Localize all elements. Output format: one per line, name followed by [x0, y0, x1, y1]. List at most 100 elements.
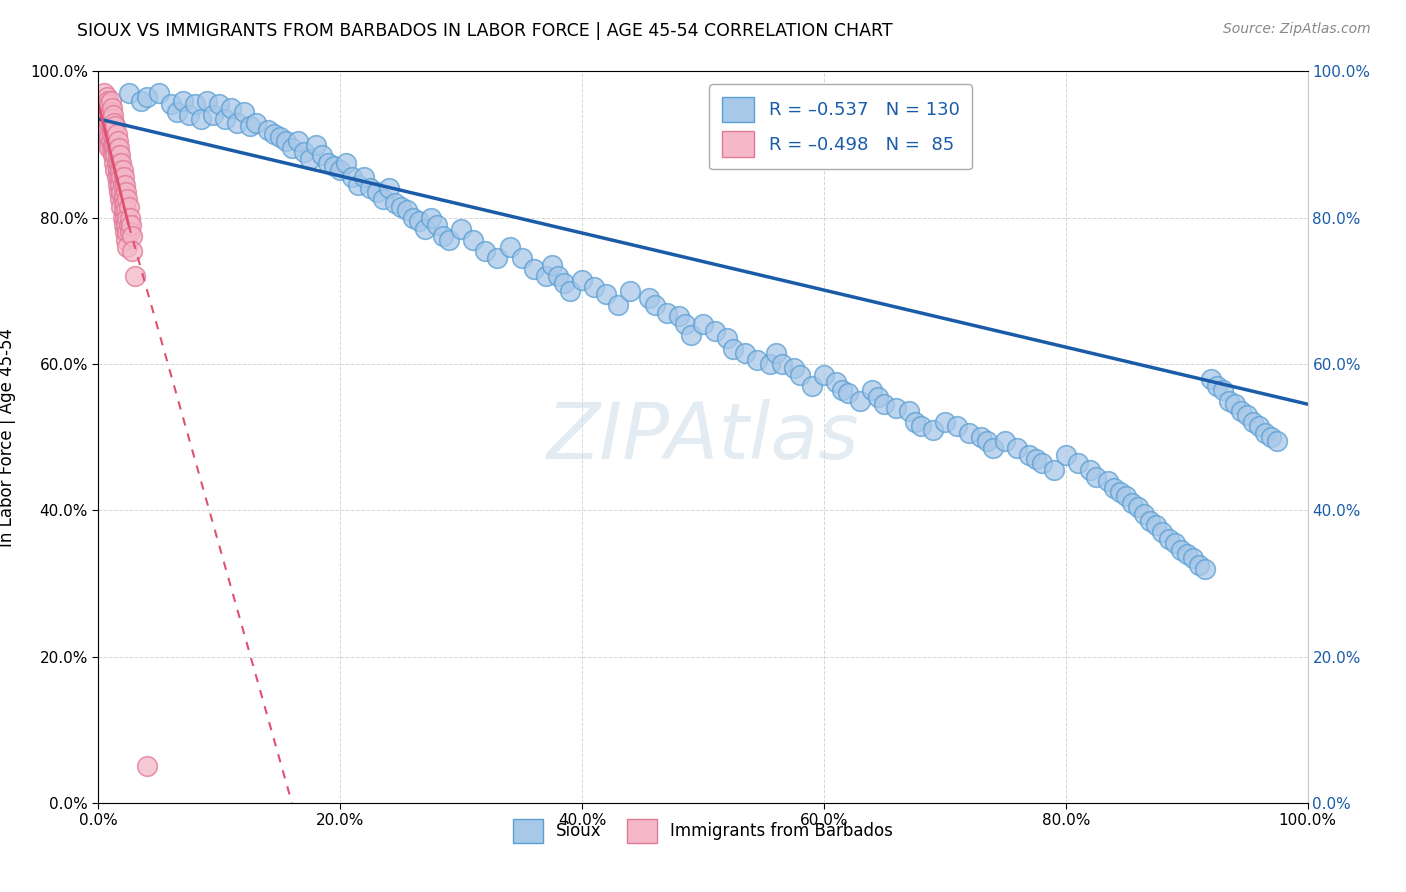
Point: [208, 97, 231, 112]
Point: [117, 211, 139, 225]
Point: [97, 94, 120, 108]
Point: [1133, 507, 1156, 521]
Point: [100, 141, 122, 155]
Point: [1206, 379, 1229, 393]
Point: [1199, 371, 1222, 385]
Point: [432, 228, 454, 243]
Point: [239, 119, 262, 133]
Point: [108, 163, 131, 178]
Point: [825, 376, 848, 390]
Point: [1267, 434, 1289, 448]
Point: [111, 211, 134, 225]
Point: [353, 170, 375, 185]
Point: [1102, 481, 1125, 495]
Point: [172, 94, 194, 108]
Point: [120, 218, 142, 232]
Point: [619, 284, 641, 298]
Point: [112, 218, 135, 232]
Point: [831, 383, 853, 397]
Point: [450, 221, 472, 235]
Point: [112, 203, 135, 218]
Point: [704, 324, 727, 338]
Point: [583, 280, 606, 294]
Point: [540, 258, 562, 272]
Point: [1146, 517, 1168, 532]
Point: [371, 193, 394, 207]
Point: [981, 441, 1004, 455]
Point: [765, 346, 787, 360]
Point: [269, 130, 291, 145]
Point: [1163, 536, 1185, 550]
Point: [886, 401, 908, 415]
Point: [105, 156, 128, 170]
Point: [595, 287, 617, 301]
Point: [98, 97, 121, 112]
Point: [1175, 547, 1198, 561]
Point: [360, 181, 382, 195]
Point: [110, 200, 132, 214]
Point: [105, 141, 128, 155]
Point: [93, 87, 115, 101]
Point: [108, 185, 131, 199]
Point: [118, 225, 141, 239]
Point: [1078, 463, 1101, 477]
Point: [107, 163, 129, 178]
Point: [108, 156, 131, 170]
Point: [316, 156, 339, 170]
Point: [114, 178, 136, 192]
Point: [100, 94, 122, 108]
Point: [104, 119, 127, 133]
Point: [1230, 404, 1253, 418]
Point: [166, 104, 188, 119]
Point: [97, 127, 120, 141]
Point: [104, 148, 127, 162]
Point: [921, 423, 943, 437]
Point: [402, 211, 425, 225]
Point: [1054, 448, 1077, 462]
Point: [800, 379, 823, 393]
Point: [281, 141, 304, 155]
Point: [118, 218, 141, 232]
Point: [679, 327, 702, 342]
Point: [1241, 416, 1264, 430]
Point: [274, 134, 297, 148]
Point: [1031, 456, 1053, 470]
Point: [571, 273, 593, 287]
Point: [117, 193, 139, 207]
Point: [366, 185, 388, 199]
Point: [408, 214, 430, 228]
Point: [111, 163, 134, 178]
Point: [105, 127, 128, 141]
Point: [97, 137, 120, 152]
Point: [103, 115, 125, 129]
Point: [957, 426, 980, 441]
Point: [849, 393, 872, 408]
Point: [1249, 419, 1271, 434]
Point: [135, 759, 157, 773]
Point: [734, 346, 756, 360]
Point: [101, 123, 124, 137]
Point: [98, 141, 121, 155]
Point: [96, 90, 118, 104]
Point: [1018, 448, 1040, 462]
Point: [93, 108, 115, 122]
Point: [292, 145, 315, 159]
Point: [287, 134, 309, 148]
Point: [214, 112, 236, 126]
Point: [523, 261, 546, 276]
Point: [897, 404, 920, 418]
Point: [1042, 463, 1064, 477]
Point: [115, 203, 138, 218]
Point: [813, 368, 835, 382]
Point: [1109, 485, 1132, 500]
Point: [105, 170, 128, 185]
Point: [111, 193, 134, 207]
Point: [108, 193, 131, 207]
Point: [110, 156, 132, 170]
Point: [1139, 514, 1161, 528]
Point: [108, 170, 131, 185]
Point: [305, 137, 328, 152]
Point: [395, 203, 418, 218]
Point: [1223, 397, 1246, 411]
Point: [104, 163, 127, 178]
